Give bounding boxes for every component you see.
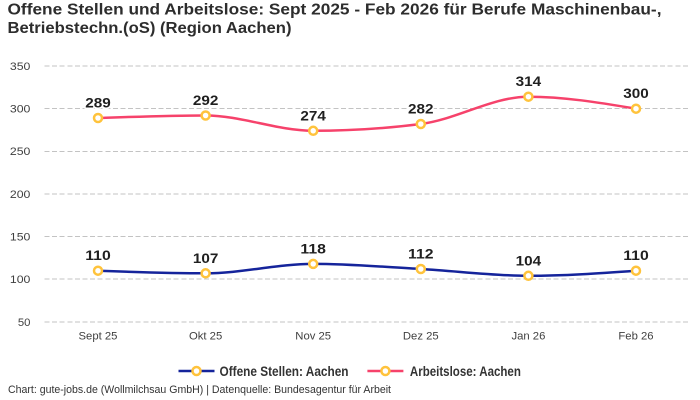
- svg-text:100: 100: [10, 274, 31, 286]
- svg-text:104: 104: [516, 252, 542, 268]
- svg-text:Chart: gute-jobs.de (Wollmilch: Chart: gute-jobs.de (Wollmilchsau GmbH) …: [8, 384, 391, 396]
- svg-text:Offene Stellen und Arbeitslose: Offene Stellen und Arbeitslose: Sept 202…: [8, 1, 662, 18]
- svg-text:300: 300: [623, 85, 649, 101]
- svg-text:200: 200: [10, 189, 31, 201]
- svg-text:Jan 26: Jan 26: [511, 331, 545, 343]
- svg-text:118: 118: [300, 240, 326, 256]
- svg-text:Feb 26: Feb 26: [618, 331, 653, 343]
- svg-text:274: 274: [300, 107, 326, 123]
- svg-text:Dez 25: Dez 25: [403, 331, 439, 343]
- svg-text:Sept 25: Sept 25: [79, 331, 118, 343]
- svg-text:300: 300: [10, 104, 31, 116]
- svg-text:Arbeitslose: Aachen: Arbeitslose: Aachen: [410, 364, 521, 379]
- svg-text:110: 110: [623, 247, 649, 263]
- svg-text:292: 292: [193, 92, 219, 108]
- svg-text:50: 50: [18, 317, 31, 329]
- svg-text:282: 282: [408, 101, 434, 117]
- svg-text:Offene Stellen: Aachen: Offene Stellen: Aachen: [220, 364, 349, 379]
- svg-text:289: 289: [85, 95, 111, 111]
- svg-text:112: 112: [408, 246, 434, 262]
- svg-text:314: 314: [516, 73, 542, 89]
- svg-text:110: 110: [85, 247, 111, 263]
- svg-text:250: 250: [10, 146, 31, 158]
- svg-text:Okt 25: Okt 25: [189, 331, 222, 343]
- svg-text:150: 150: [10, 232, 31, 244]
- svg-text:Nov 25: Nov 25: [295, 331, 331, 343]
- svg-text:107: 107: [193, 250, 219, 266]
- svg-text:Betriebstechn.(oS) (Region Aac: Betriebstechn.(oS) (Region Aachen): [8, 20, 292, 37]
- svg-text:350: 350: [10, 61, 31, 73]
